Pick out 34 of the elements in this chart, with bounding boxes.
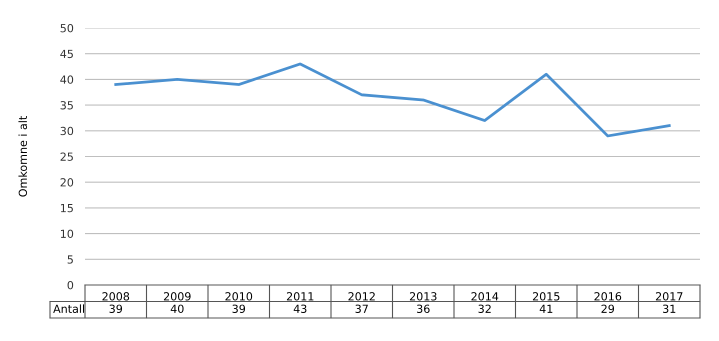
x-tick-label: 2011 <box>286 292 314 301</box>
data-label: 43 <box>294 304 306 313</box>
y-tick-label: 45 <box>60 50 73 58</box>
y-tick-label: 15 <box>60 204 73 212</box>
x-tick-label: 2008 <box>102 292 130 301</box>
data-label: 36 <box>417 304 430 313</box>
data-label: 29 <box>601 304 614 313</box>
x-tick-label: 2012 <box>348 292 375 301</box>
data-label: 41 <box>540 304 552 313</box>
x-tick-label: 2015 <box>532 292 560 301</box>
y-tick-label: 25 <box>60 152 73 161</box>
y-tick-label: 50 <box>60 24 74 32</box>
y-tick-label: 10 <box>60 230 74 238</box>
data-label: 40 <box>170 304 184 313</box>
text: Antall <box>53 304 84 313</box>
data-label: 31 <box>663 304 676 313</box>
x-tick-label: 2016 <box>594 292 622 301</box>
y-tick-label: 35 <box>60 101 73 110</box>
data-label: 32 <box>478 304 491 313</box>
x-tick-label: 2017 <box>656 292 682 301</box>
line-series <box>114 62 671 138</box>
x-tick-label: 2014 <box>471 292 498 301</box>
y-tick-label: 5 <box>68 255 73 264</box>
x-tick-label: 2009 <box>164 292 191 301</box>
y-axis-title: Omkomne i alt <box>18 116 28 197</box>
x-tick-label: 2013 <box>410 292 436 301</box>
y-tick-label: 40 <box>60 75 74 84</box>
data-label: 39 <box>110 304 122 313</box>
x-tick-label: 2010 <box>225 292 252 301</box>
data-label: 39 <box>232 304 246 313</box>
y-tick-label: 0 <box>68 280 74 290</box>
y-tick-label: 20 <box>60 178 74 187</box>
y-tick-label: 30 <box>60 126 74 136</box>
data-label: 37 <box>356 304 368 313</box>
